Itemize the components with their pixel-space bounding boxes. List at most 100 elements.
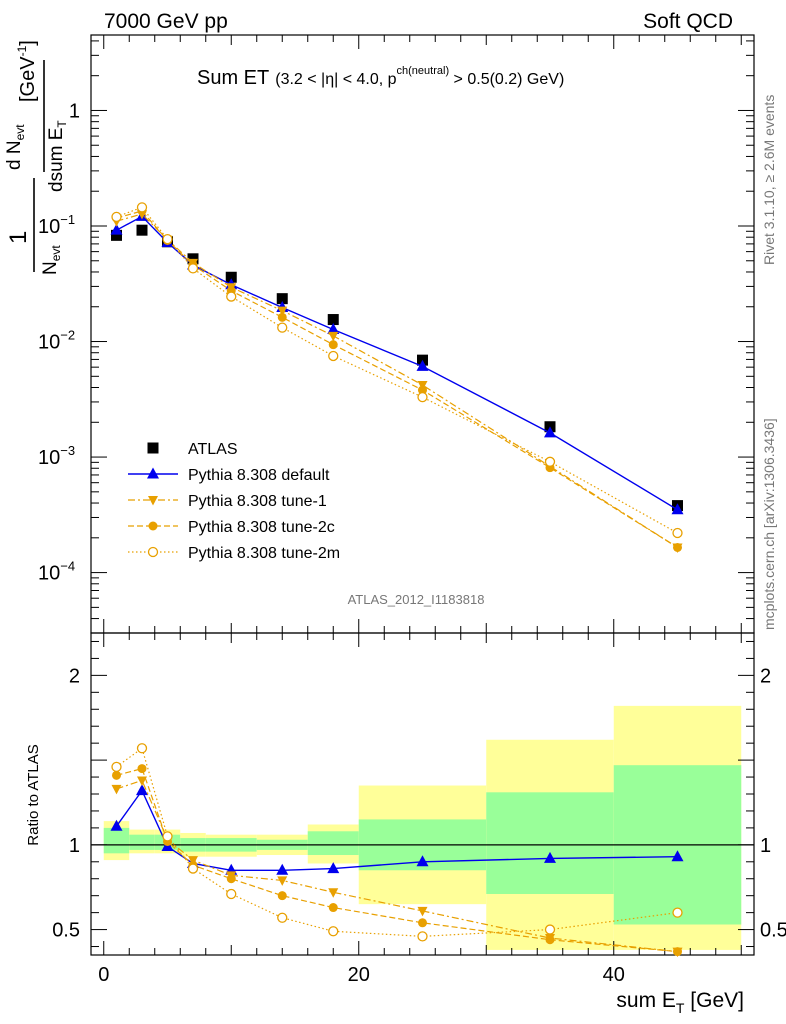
main-y-tick-label: 10−1 [38, 212, 75, 238]
axis-tick-labels: 0 20 40 1 10−1 10−2 10−3 10−4 2 2 1 1 0.5 0.5 [38, 100, 786, 986]
ratio-point-pythia-8-308-tune-2c [277, 891, 287, 901]
main-y-tick-label: 10−2 [38, 328, 75, 354]
ratio-line-pythia-8-308-default [115, 789, 678, 871]
plot-title: Sum ET (3.2 < |η| < 4.0, pch(neutral) > 0… [197, 65, 564, 89]
point-atlas [225, 271, 237, 283]
ratio-point-pythia-8-308-tune-2m [226, 888, 237, 900]
series-line-pythia-8-308-default [116, 215, 678, 511]
ratio-point-pythia-8-308-tune-2c [673, 947, 682, 957]
ratio-point-pythia-8-308-default [110, 819, 123, 831]
band-green [486, 792, 614, 894]
ratio-y-tick-label-right: 0.5 [760, 920, 786, 942]
point-pythia-8-308-tune-2c [328, 340, 338, 350]
ratio-point-pythia-8-308-default [671, 850, 684, 862]
point-pythia-8-308-default [671, 503, 684, 515]
point-pythia-8-308-tune-2c [673, 542, 682, 552]
ratio-point-pythia-8-308-tune-2c [112, 770, 121, 780]
point-pythia-8-308-default [544, 426, 556, 438]
ratio-line-pythia-8-308-tune-1 [116, 779, 678, 953]
ratio-point-pythia-8-308-tune-1 [277, 876, 288, 886]
band-green [129, 834, 155, 850]
y-label-dsum: dsum ET [46, 120, 69, 192]
point-pythia-8-308-tune-2m [328, 350, 339, 362]
plot-title-main: Sum ET [197, 67, 269, 89]
ratio-y-tick-label-right: 1 [760, 835, 771, 857]
point-pythia-8-308-default [110, 223, 123, 235]
series-line-pythia-8-308-tune-2m [116, 206, 678, 534]
ratio-y-tick-label: 1 [69, 835, 80, 857]
legend-marker-pythia-8-308-tune-2m [147, 546, 159, 558]
point-atlas [276, 293, 288, 305]
plot-title-sup: ch(neutral) [397, 65, 450, 77]
main-series [110, 202, 684, 553]
x-axis-label: sum ET [GeV] [616, 989, 744, 1016]
x-tick-label: 40 [603, 964, 625, 986]
legend-label-pythia-8-308-tune-1: Pythia 8.308 tune-1 [188, 493, 327, 510]
header-left: 7000 GeV pp [104, 10, 228, 33]
legend-label-pythia-8-308-tune-2m: Pythia 8.308 tune-2m [188, 545, 340, 562]
header-right: Soft QCD [643, 10, 733, 33]
ratio-point-pythia-8-308-tune-1 [111, 784, 122, 795]
legend-marker-pythia-8-308-tune-1 [148, 496, 158, 506]
point-pythia-8-308-tune-1 [328, 331, 339, 342]
ratio-point-pythia-8-308-default [276, 863, 289, 875]
point-pythia-8-308-default [327, 323, 340, 335]
point-pythia-8-308-tune-1 [277, 306, 288, 317]
analysis-id: ATLAS_2012_I1183818 [348, 592, 485, 607]
legend-marker-pythia-8-308-default [147, 467, 159, 479]
ratio-point-pythia-8-308-tune-1 [137, 776, 147, 786]
ratio-point-pythia-8-308-tune-1 [328, 888, 339, 898]
point-pythia-8-308-tune-2m [162, 233, 173, 245]
legend-label-pythia-8-308-default: Pythia 8.308 default [188, 467, 330, 484]
point-pythia-8-308-tune-2c [277, 312, 287, 322]
ratio-point-pythia-8-308-tune-2c [137, 764, 147, 774]
ratio-point-pythia-8-308-default [136, 784, 148, 796]
ratio-point-pythia-8-308-tune-2m [544, 924, 556, 935]
main-plot-frame [90, 34, 755, 634]
ratio-y-tick-label-right: 2 [760, 665, 771, 687]
legend-marker-pythia-8-308-tune-2c [148, 521, 158, 531]
point-atlas [327, 314, 339, 326]
main-y-tick-label: 10−4 [38, 559, 75, 585]
y-label-dnevt: d Nevt [4, 124, 27, 170]
ratio-point-pythia-8-308-default [416, 855, 429, 867]
ratio-point-pythia-8-308-tune-2m [277, 912, 288, 923]
ratio-point-pythia-8-308-tune-2m [162, 831, 173, 842]
ratio-point-pythia-8-308-default [544, 851, 556, 863]
point-pythia-8-308-tune-2m [111, 211, 122, 222]
ratio-y-axis-label: Ratio to ATLAS [25, 744, 42, 845]
point-pythia-8-308-tune-2c [418, 385, 427, 395]
y-label-nevt: Nevt [40, 245, 63, 275]
x-tick-label: 20 [348, 964, 370, 986]
rivet-version: Rivet 3.1.10, ≥ 2.6M events [761, 95, 777, 265]
point-pythia-8-308-tune-2m [544, 456, 556, 467]
ratio-y-tick-label: 0.5 [52, 920, 80, 942]
ratio-point-pythia-8-308-tune-2m [328, 926, 339, 937]
main-y-tick-label: 10−3 [38, 443, 75, 469]
ratio-line-pythia-8-308-tune-2c [116, 767, 678, 953]
axis-ticks [91, 35, 754, 955]
x-tick-label: 0 [98, 964, 109, 986]
ratio-line-pythia-8-308-tune-2m [116, 747, 678, 937]
ratio-series [110, 743, 684, 958]
ratio-point-pythia-8-308-tune-2m [417, 931, 428, 942]
point-pythia-8-308-default [416, 359, 429, 371]
ratio-point-pythia-8-308-tune-2c [226, 874, 236, 884]
point-pythia-8-308-tune-2m [417, 392, 428, 403]
ratio-point-pythia-8-308-tune-2c [328, 903, 338, 913]
point-pythia-8-308-tune-2m [277, 322, 288, 333]
ratio-y-tick-label: 2 [69, 665, 80, 687]
series-line-pythia-8-308-tune-1 [116, 213, 678, 548]
ratio-point-pythia-8-308-tune-2c [545, 935, 555, 945]
ratio-point-pythia-8-308-tune-2m [187, 863, 199, 874]
legend: ATLAS Pythia 8.308 default Pythia 8.308 tu… [128, 441, 340, 562]
legend-marker-atlas [147, 442, 159, 454]
plot-title-cond-b: > 0.5(0.2) GeV) [449, 71, 564, 88]
main-y-axis-label: 1 Nevt d Nevt dsum ET [GeV-1] [4, 40, 69, 275]
ratio-point-pythia-8-308-tune-2c [418, 918, 427, 928]
point-atlas [111, 229, 122, 241]
ratio-point-pythia-8-308-tune-2m [672, 907, 683, 918]
ratio-point-pythia-8-308-default [327, 862, 340, 874]
legend-label-atlas: ATLAS [188, 441, 238, 458]
